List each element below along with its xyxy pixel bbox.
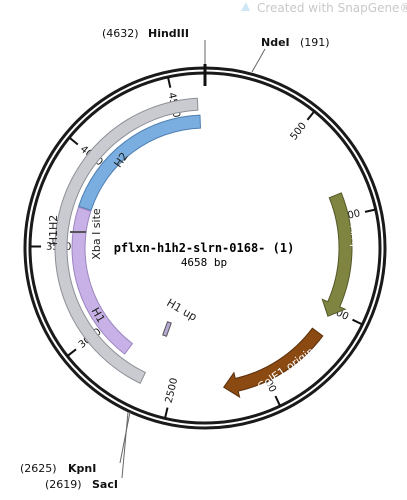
tick-mark-1000 bbox=[364, 208, 376, 213]
saci-position: (2619) bbox=[45, 478, 82, 491]
tick-label-2500: 2500 bbox=[164, 377, 181, 404]
tick-mark-1500 bbox=[352, 318, 363, 326]
map-center: pflxn-h1h2-slrn-0168- (1) 4658 bp bbox=[114, 241, 295, 269]
tick-mark-3000 bbox=[66, 348, 77, 357]
kpni-leader-line bbox=[119, 411, 131, 464]
hindiii-name: HindIII bbox=[148, 27, 189, 40]
tick-mark-2000 bbox=[274, 395, 282, 407]
h2-arc bbox=[78, 114, 201, 211]
ampr-arrow bbox=[321, 192, 353, 317]
feature-xba-i-site[interactable]: Xba I site bbox=[70, 208, 103, 260]
h1-up-marker bbox=[162, 321, 172, 337]
tick-label-500: 500 bbox=[288, 121, 309, 143]
restriction-site-kpni[interactable]: (2625) KpnI bbox=[20, 411, 131, 475]
hindiii-position: (4632) bbox=[102, 27, 139, 40]
feature-ampr[interactable]: AmpR bbox=[321, 192, 364, 317]
tick-mark-500 bbox=[306, 110, 316, 121]
saci-name: SacI bbox=[92, 478, 118, 491]
h1h2-label: H1H2 bbox=[47, 215, 60, 246]
h1h2-arc bbox=[54, 97, 199, 384]
tick-mark-4000 bbox=[68, 136, 79, 146]
feature-h1h2[interactable]: H1H2 bbox=[47, 97, 199, 384]
plasmid-length: 4658 bp bbox=[181, 256, 227, 269]
ndei-leader-line bbox=[251, 48, 266, 73]
watermark-text: Created with SnapGene® bbox=[257, 1, 407, 15]
ampr-label: AmpR bbox=[347, 225, 363, 259]
snapgene-watermark: Created with SnapGene® bbox=[241, 1, 407, 15]
snapgene-logo-icon bbox=[241, 2, 250, 11]
plasmid-name: pflxn-h1h2-slrn-0168- (1) bbox=[114, 241, 295, 255]
ndei-position: (191) bbox=[300, 36, 330, 49]
feature-h1[interactable]: H1 bbox=[71, 206, 134, 355]
kpni-position: (2625) bbox=[20, 462, 57, 475]
restriction-site-hindiii[interactable]: (4632) HindIII bbox=[102, 27, 207, 86]
h1-up-label: H1 up bbox=[164, 296, 199, 324]
feature-h1-up[interactable]: H1 up bbox=[162, 296, 199, 337]
xba-i-label: Xba I site bbox=[90, 208, 103, 260]
ndei-name: NdeI bbox=[261, 36, 290, 49]
tick-mark-4500 bbox=[167, 76, 172, 88]
kpni-name: KpnI bbox=[68, 462, 96, 475]
tick-mark-2500 bbox=[164, 407, 169, 419]
cole1-origin-arrow bbox=[222, 327, 324, 399]
restriction-site-ndei[interactable]: NdeI (191) bbox=[251, 36, 330, 73]
h1-arc bbox=[71, 206, 134, 355]
saci-leader-line bbox=[121, 411, 129, 479]
restriction-site-saci[interactable]: (2619) SacI bbox=[45, 411, 129, 491]
